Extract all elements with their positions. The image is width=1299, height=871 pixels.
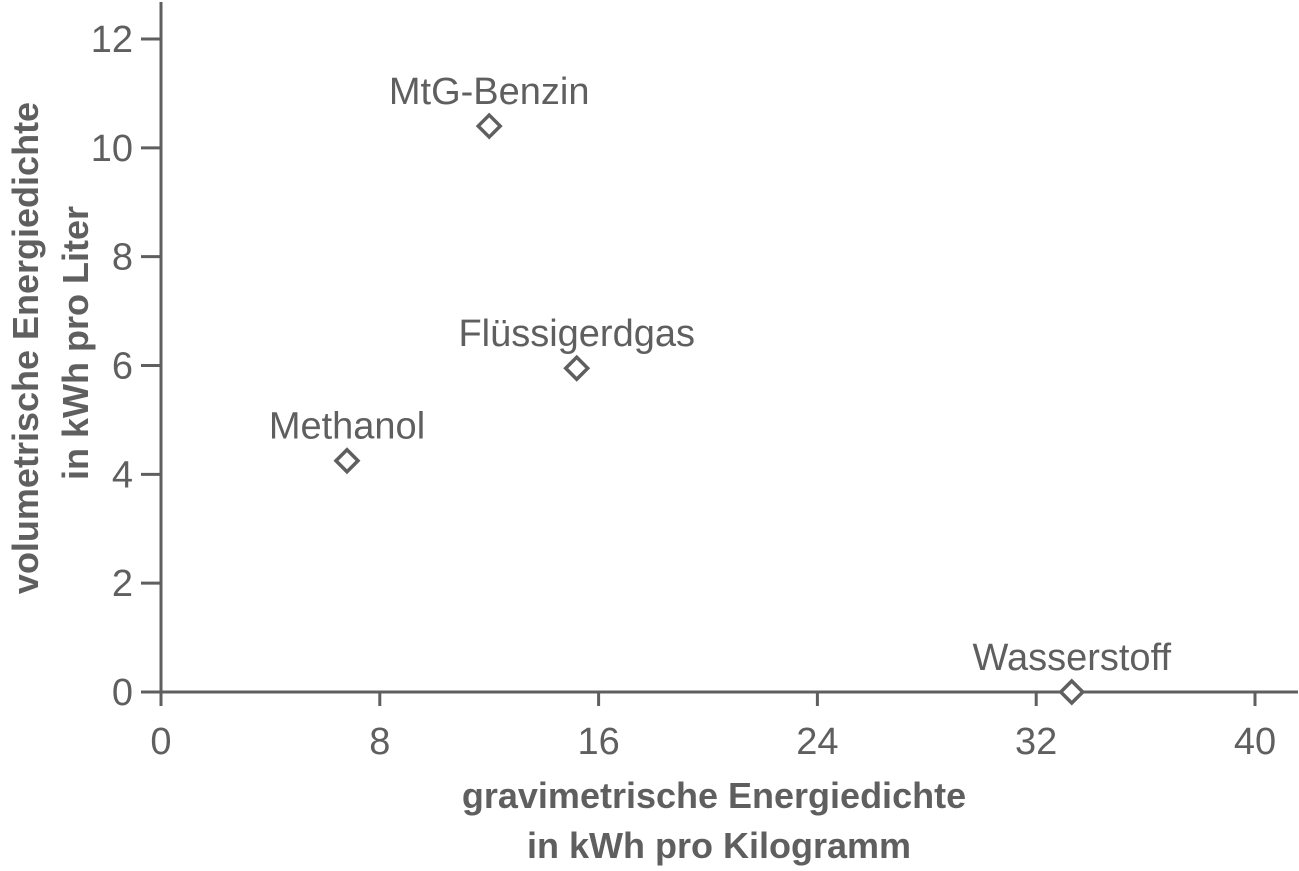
y-axis-title-line-1: volumetrische Energiedichte — [5, 102, 46, 594]
x-axis-title: gravimetrische Energiedichte in kWh pro … — [462, 775, 976, 866]
diamond-marker — [475, 112, 503, 140]
point-label: Wasserstoff — [973, 637, 1172, 679]
diamond-marker — [563, 354, 591, 382]
axes — [159, 2, 1298, 694]
point-label: Flüssigerdgas — [458, 313, 695, 355]
x-axis-title-line-1: gravimetrische Energiedichte — [462, 775, 966, 816]
data-point: Flüssigerdgas — [458, 313, 695, 382]
y-axis-title-line-2: in kWh pro Liter — [55, 206, 96, 480]
y-tick-label: 4 — [112, 454, 133, 496]
point-label: Methanol — [269, 406, 425, 448]
y-tick-label: 10 — [91, 128, 133, 170]
x-tick-label: 16 — [577, 721, 619, 763]
point-label: MtG-Benzin — [389, 71, 590, 113]
data-point: Wasserstoff — [973, 637, 1172, 706]
y-tick-label: 2 — [112, 563, 133, 605]
y-tick-label: 8 — [112, 237, 133, 279]
data-point: Methanol — [269, 406, 425, 475]
x-tick-label: 32 — [1015, 721, 1057, 763]
x-tick-label: 0 — [150, 721, 171, 763]
x-axis-ticks: 0 8 16 24 32 40 — [150, 692, 1276, 763]
data-points: MtG-Benzin Flüssigerdgas Methanol Wassersto… — [269, 71, 1172, 706]
data-point: MtG-Benzin — [389, 71, 590, 140]
y-axis-ticks: 0 2 4 6 8 10 12 — [91, 19, 161, 714]
x-tick-label: 24 — [796, 721, 838, 763]
diamond-marker — [333, 447, 361, 475]
diamond-marker — [1058, 678, 1086, 706]
y-axis-title: volumetrische Energiedichte in kWh pro L… — [5, 92, 96, 594]
y-tick-label: 6 — [112, 346, 133, 388]
x-tick-label: 40 — [1234, 721, 1276, 763]
x-tick-label: 8 — [369, 721, 390, 763]
x-axis-title-line-2: in kWh pro Kilogramm — [527, 825, 911, 866]
y-tick-label: 0 — [112, 672, 133, 714]
y-tick-label: 12 — [91, 19, 133, 61]
